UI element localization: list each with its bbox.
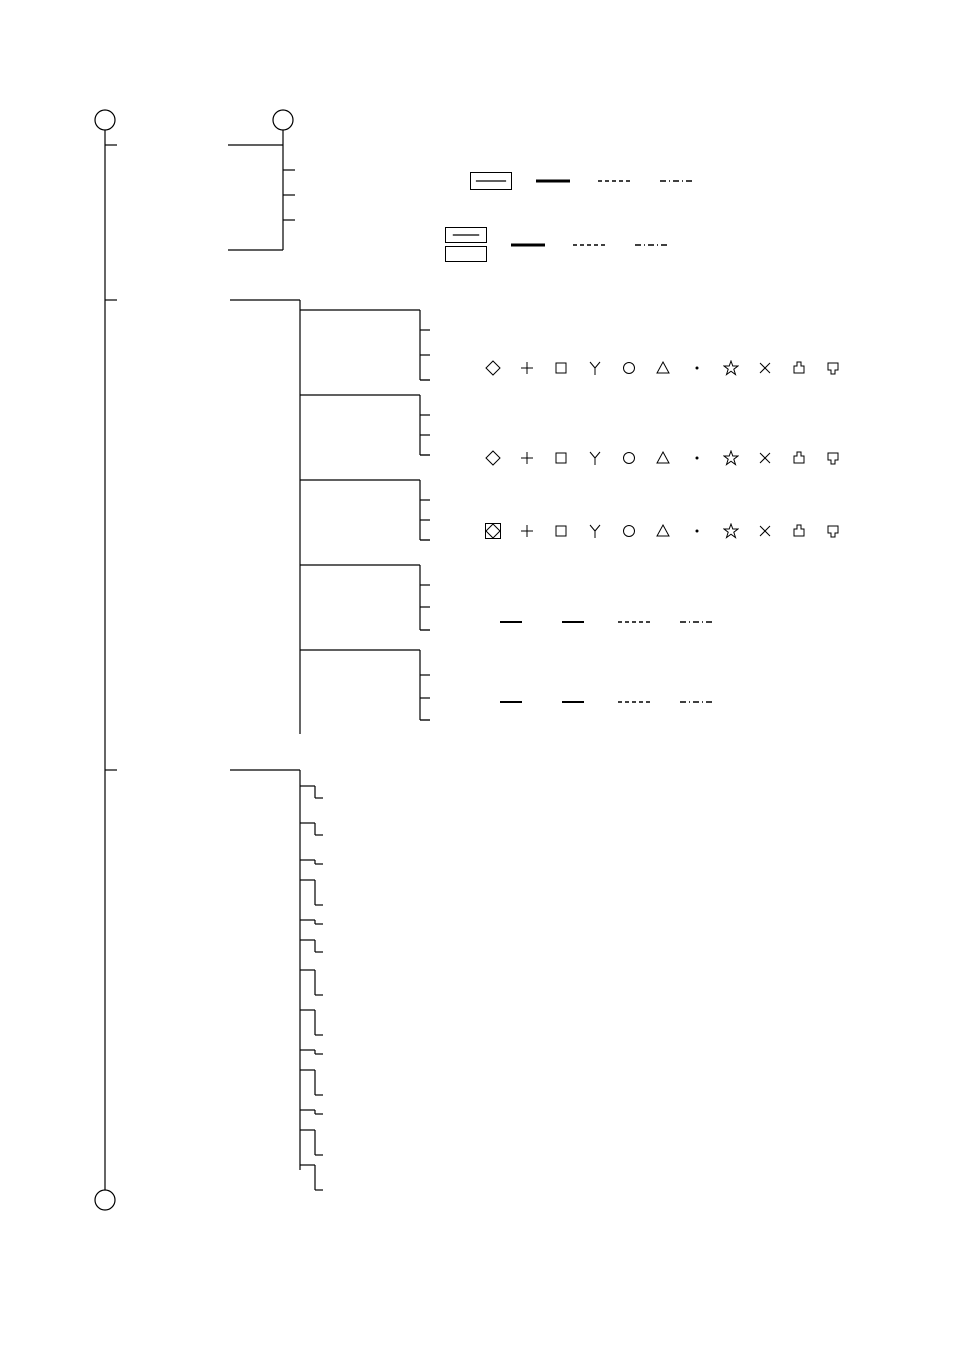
marker-option-plus[interactable] — [519, 450, 535, 466]
marker-option-circle[interactable] — [621, 450, 637, 466]
line-style-option-dashdot[interactable] — [631, 236, 673, 254]
marker-option-tee-down[interactable] — [825, 523, 841, 539]
marker-option-star[interactable] — [723, 450, 739, 466]
marker-option-tee-up[interactable] — [791, 523, 807, 539]
line-style-option-solid-short[interactable] — [490, 693, 532, 711]
marker-option-diamond[interactable] — [485, 523, 501, 539]
marker-option-xmark[interactable] — [757, 360, 773, 376]
marker-option-triangle[interactable] — [655, 450, 671, 466]
marker-option-ymark[interactable] — [587, 360, 603, 376]
marker-option-dot[interactable] — [689, 523, 705, 539]
marker-option-plus[interactable] — [519, 360, 535, 376]
line-style-option-dashed[interactable] — [594, 172, 636, 190]
line-style-option-solid-short[interactable] — [552, 693, 594, 711]
marker-option-row — [485, 450, 841, 466]
marker-option-tee-up[interactable] — [791, 360, 807, 376]
marker-option-ymark[interactable] — [587, 450, 603, 466]
line-style-option-solid[interactable] — [470, 172, 512, 190]
marker-option-ymark[interactable] — [587, 523, 603, 539]
line-style-option-dashdot[interactable] — [676, 613, 718, 631]
line-style-option-dashed[interactable] — [614, 693, 656, 711]
line-style-row — [490, 613, 718, 631]
line-style-option-dashed[interactable] — [569, 236, 611, 254]
marker-option-square[interactable] — [553, 523, 569, 539]
marker-option-row — [485, 523, 841, 539]
marker-option-xmark[interactable] — [757, 450, 773, 466]
line-style-option-dashed[interactable] — [614, 613, 656, 631]
marker-option-diamond[interactable] — [485, 450, 501, 466]
option-tree — [0, 0, 954, 1351]
marker-option-square[interactable] — [553, 450, 569, 466]
marker-option-xmark[interactable] — [757, 523, 773, 539]
marker-option-plus[interactable] — [519, 523, 535, 539]
marker-option-triangle[interactable] — [655, 523, 671, 539]
marker-option-tee-down[interactable] — [825, 360, 841, 376]
marker-option-star[interactable] — [723, 523, 739, 539]
line-style-row — [470, 172, 698, 190]
line-style-option-solid-bold[interactable] — [532, 172, 574, 190]
marker-option-circle[interactable] — [621, 360, 637, 376]
marker-option-triangle[interactable] — [655, 360, 671, 376]
line-style-option-solid-short[interactable] — [490, 613, 532, 631]
marker-option-diamond[interactable] — [485, 360, 501, 376]
line-style-row — [445, 227, 673, 262]
marker-option-tee-down[interactable] — [825, 450, 841, 466]
line-style-option-solid[interactable] — [445, 227, 487, 262]
marker-option-tee-up[interactable] — [791, 450, 807, 466]
line-style-option-dashdot[interactable] — [656, 172, 698, 190]
marker-option-star[interactable] — [723, 360, 739, 376]
marker-option-dot[interactable] — [689, 360, 705, 376]
marker-option-dot[interactable] — [689, 450, 705, 466]
marker-option-circle[interactable] — [621, 523, 637, 539]
marker-option-square[interactable] — [553, 360, 569, 376]
line-style-option-solid-short[interactable] — [552, 613, 594, 631]
marker-option-row — [485, 360, 841, 376]
line-style-row — [490, 693, 718, 711]
line-style-option-solid-bold[interactable] — [507, 236, 549, 254]
line-style-option-dashdot[interactable] — [676, 693, 718, 711]
